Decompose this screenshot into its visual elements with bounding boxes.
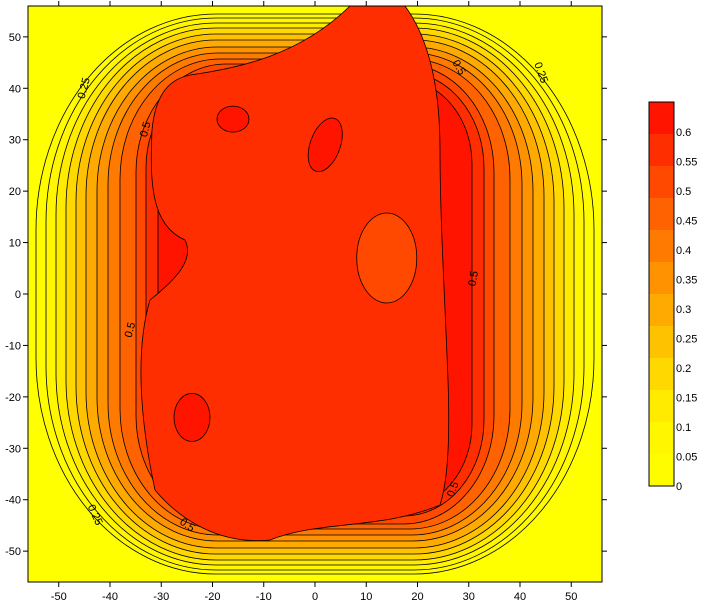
colorbar-swatch bbox=[649, 326, 674, 359]
y-tick-label: 40 bbox=[9, 83, 21, 95]
contour-label: 0.5 bbox=[138, 120, 154, 138]
contour-label: 0.5 bbox=[445, 480, 462, 498]
contour-bands bbox=[35, 6, 595, 575]
colorbar-label: 0.2 bbox=[676, 363, 691, 375]
colorbar-label: 0 bbox=[676, 481, 682, 493]
colorbar-swatch bbox=[649, 422, 674, 455]
plot-area: 0.250.50.5 0.250.50.50.50.25 0.5 bbox=[27, 5, 603, 583]
colorbar-label: 0.55 bbox=[676, 157, 697, 169]
peak-region bbox=[307, 117, 343, 173]
colorbar-swatch bbox=[649, 166, 674, 199]
y-axis: -50 -40 -30 -20 -10 0 10 20 30 40 50 bbox=[5, 32, 607, 558]
x-tick-label: 40 bbox=[514, 591, 526, 603]
contour-core bbox=[140, 6, 450, 542]
x-tick-label: 30 bbox=[463, 591, 475, 603]
y-tick-label: -30 bbox=[5, 443, 21, 455]
colorbar-label: 0.6 bbox=[676, 127, 691, 139]
colorbar-swatch bbox=[649, 134, 674, 167]
colorbar-swatch bbox=[649, 294, 674, 327]
colorbar-swatch bbox=[649, 390, 674, 423]
contour-label: 0.5 bbox=[123, 321, 139, 339]
x-tick-label: -30 bbox=[153, 591, 169, 603]
y-tick-label: 0 bbox=[15, 289, 21, 301]
x-tick-label: -50 bbox=[51, 591, 67, 603]
colorbar-label: 0.35 bbox=[676, 275, 697, 287]
contour-label: 0.25 bbox=[76, 76, 93, 100]
colorbar-swatch bbox=[649, 454, 674, 487]
peak-regions bbox=[173, 105, 418, 442]
colorbar-label: 0.3 bbox=[676, 304, 691, 316]
colorbar: 0.6 0.55 0.5 0.45 0.4 0.35 0.3 0.25 0.2 0.15 0.1 0.… bbox=[648, 101, 697, 493]
peak-region bbox=[216, 105, 250, 133]
colorbar-swatch bbox=[649, 358, 674, 391]
colorbar-swatch bbox=[649, 262, 674, 295]
y-tick-label: -20 bbox=[5, 392, 21, 404]
colorbar-swatch bbox=[649, 102, 674, 135]
x-tick-label: 50 bbox=[565, 591, 577, 603]
colorbar-frame bbox=[648, 101, 675, 487]
y-tick-label: -50 bbox=[5, 546, 21, 558]
colorbar-label: 0.1 bbox=[676, 422, 691, 434]
colorbar-label: 0.5 bbox=[676, 186, 691, 198]
x-tick-label: -40 bbox=[102, 591, 118, 603]
colorbar-label: 0.15 bbox=[676, 393, 697, 405]
y-tick-label: 50 bbox=[9, 32, 21, 44]
peak-region bbox=[173, 393, 211, 442]
x-tick-label: 20 bbox=[411, 591, 423, 603]
colorbar-label: 0.25 bbox=[676, 334, 697, 346]
colorbar-label: 0.4 bbox=[676, 245, 691, 257]
y-tick-label: -10 bbox=[5, 340, 21, 352]
contour-label: 0.5 bbox=[467, 270, 481, 287]
peak-region bbox=[356, 212, 418, 304]
colorbar-label: 0.45 bbox=[676, 216, 697, 228]
x-tick-label: -10 bbox=[256, 591, 272, 603]
colorbar-swatch bbox=[649, 230, 674, 263]
x-tick-label: 0 bbox=[312, 591, 318, 603]
y-tick-label: 10 bbox=[9, 238, 21, 250]
y-tick-label: 30 bbox=[9, 135, 21, 147]
y-tick-label: 20 bbox=[9, 186, 21, 198]
colorbar-swatch bbox=[649, 198, 674, 231]
x-axis: -50 -40 -30 -20 -10 0 10 20 30 40 50 bbox=[51, 1, 577, 603]
y-tick-label: -40 bbox=[5, 495, 21, 507]
x-tick-label: 10 bbox=[360, 591, 372, 603]
colorbar-label: 0.05 bbox=[676, 452, 697, 464]
x-tick-label: -20 bbox=[205, 591, 221, 603]
